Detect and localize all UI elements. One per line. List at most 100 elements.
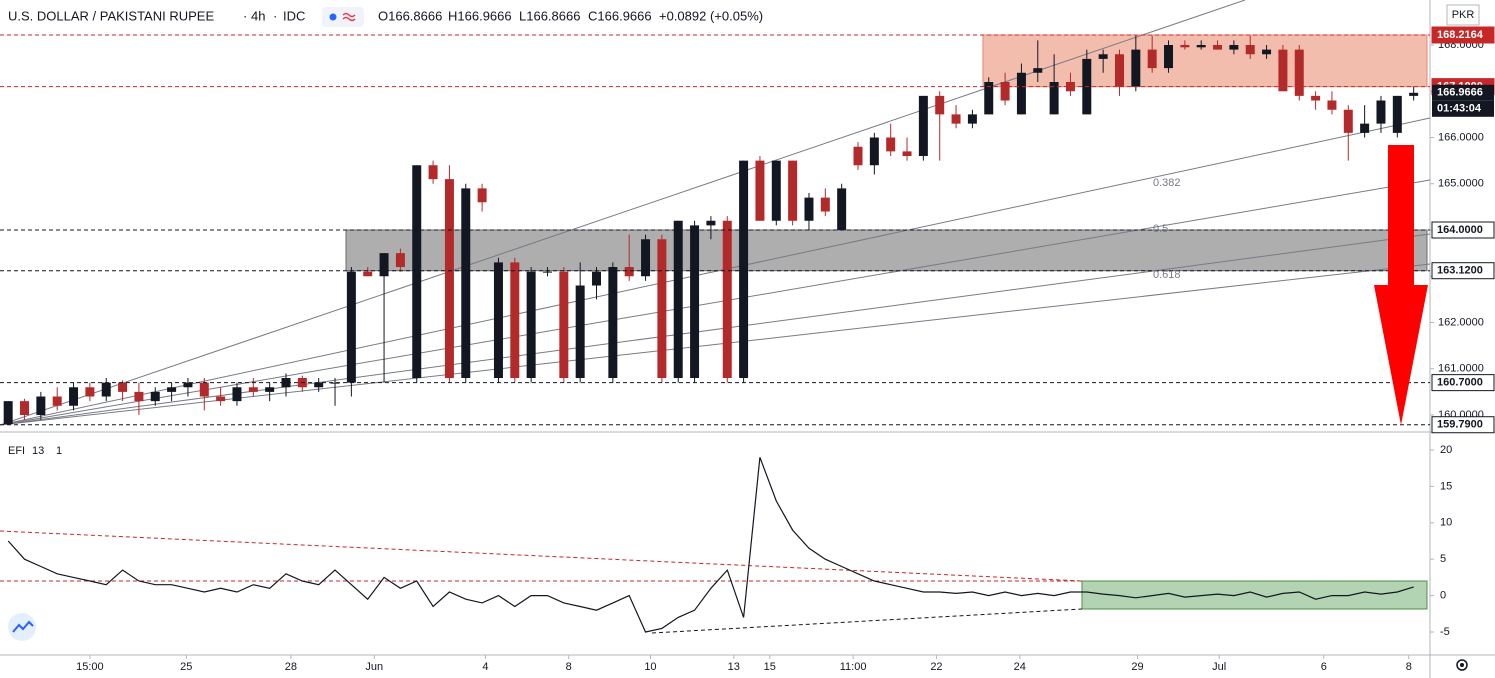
candle-body <box>1131 49 1141 87</box>
candle-body <box>1098 54 1108 59</box>
candle-body <box>592 271 602 286</box>
candle-body <box>1262 49 1272 55</box>
candle-body <box>232 387 242 402</box>
efi-tick-label: 0 <box>1440 590 1446 602</box>
efi-legend: EFI 13 1 <box>8 445 62 457</box>
candle-body <box>853 146 863 166</box>
candle-body <box>1343 109 1353 133</box>
candle-body <box>428 165 438 180</box>
candle-body <box>1409 92 1419 96</box>
resistance-zone <box>982 34 1428 88</box>
candle-body <box>150 391 160 402</box>
candle-body <box>1147 49 1157 69</box>
x-tick-label: 22 <box>930 661 942 673</box>
candle-body <box>820 197 830 212</box>
fan-line <box>0 263 1431 426</box>
candle-body <box>690 225 700 379</box>
candle-body <box>69 387 79 406</box>
candle-body <box>379 253 389 277</box>
y-tick-label: 161.0000 <box>1438 363 1484 375</box>
fib-label: 0.5 <box>1153 223 1168 235</box>
candle-body <box>1065 82 1075 92</box>
fan-line <box>0 179 1431 426</box>
candle-body <box>1294 49 1304 96</box>
x-tick-label: 6 <box>1321 661 1327 673</box>
fib-labels: 0.382 0.5 0.618 <box>1153 177 1181 281</box>
candle-body <box>1229 45 1239 50</box>
ohlc-close: C166.9666 <box>588 8 652 23</box>
candle-body <box>412 165 422 379</box>
candle-body <box>739 160 749 379</box>
candle-body <box>984 82 994 115</box>
candle-body <box>1033 68 1043 73</box>
separator: · <box>243 8 247 23</box>
currency-box[interactable] <box>1446 4 1480 26</box>
interval: 4h <box>251 8 265 23</box>
candle-body <box>134 391 144 402</box>
status-dot <box>329 13 337 21</box>
candle-body <box>216 396 226 402</box>
candle-body <box>575 285 585 379</box>
status-wave <box>342 12 356 22</box>
x-tick-label: 15 <box>764 661 776 673</box>
y-tick-label: 166.0000 <box>1438 131 1484 143</box>
down-arrow <box>1374 145 1428 425</box>
fan-line <box>0 0 1246 426</box>
candle-body <box>493 262 503 379</box>
candles <box>3 35 1419 425</box>
level-label: 159.7900 <box>1437 419 1483 431</box>
ohlc-open: O166.8666 <box>378 8 442 23</box>
candle-body <box>1114 54 1124 87</box>
candle-body <box>837 188 847 231</box>
candle-body <box>1213 45 1223 50</box>
fib-label: 0.382 <box>1153 177 1181 189</box>
candle-body <box>902 151 912 157</box>
countdown-box <box>1432 100 1494 117</box>
x-tick-label: Jun <box>365 661 383 673</box>
candle-body <box>20 401 30 416</box>
candle-body <box>771 160 781 221</box>
candle-body <box>1164 45 1174 69</box>
candle-body <box>1327 100 1337 110</box>
candle-body <box>477 188 487 203</box>
last-price-label: 166.9666 <box>1437 87 1483 99</box>
countdown: 01:43:04 <box>1437 103 1482 115</box>
candle-body <box>1278 49 1288 92</box>
ohlc-high: H166.9666 <box>448 8 512 23</box>
logo-mark <box>12 620 34 633</box>
x-tick-label: 4 <box>482 661 488 673</box>
level-label-box <box>1431 262 1495 280</box>
candle-body <box>673 220 683 379</box>
currency: PKR <box>1452 9 1475 21</box>
level-label-box <box>1431 221 1495 239</box>
efi-tick-label: 15 <box>1440 480 1452 492</box>
candle-body <box>1049 82 1059 115</box>
fan-line <box>0 117 1431 426</box>
settings-icon[interactable] <box>1456 659 1468 671</box>
x-tick-label: 13 <box>728 661 740 673</box>
x-tick-label: 11:00 <box>840 661 867 673</box>
support-zone <box>345 229 1428 272</box>
candle-body <box>935 95 945 115</box>
efi-tick-label: 5 <box>1440 553 1446 565</box>
candle-body <box>510 262 520 379</box>
candle-body <box>363 271 373 277</box>
x-tick-label: 25 <box>180 661 192 673</box>
candle-body <box>657 239 667 379</box>
level-label: 163.1200 <box>1437 265 1483 277</box>
x-tick-label: Jul <box>1212 661 1226 673</box>
candle-body <box>461 188 471 379</box>
x-tick-label: 8 <box>566 661 572 673</box>
price-labels: 168.2164167.1000164.0000163.1200160.7000… <box>1431 26 1495 434</box>
candle-body <box>624 267 634 277</box>
candle-body <box>1311 95 1321 101</box>
candle-body <box>1360 123 1370 133</box>
candle-body <box>85 387 95 397</box>
candle-body <box>1376 100 1386 124</box>
x-tick-label: 29 <box>1131 661 1143 673</box>
status-badge[interactable] <box>322 7 364 27</box>
candle-body <box>3 401 13 425</box>
